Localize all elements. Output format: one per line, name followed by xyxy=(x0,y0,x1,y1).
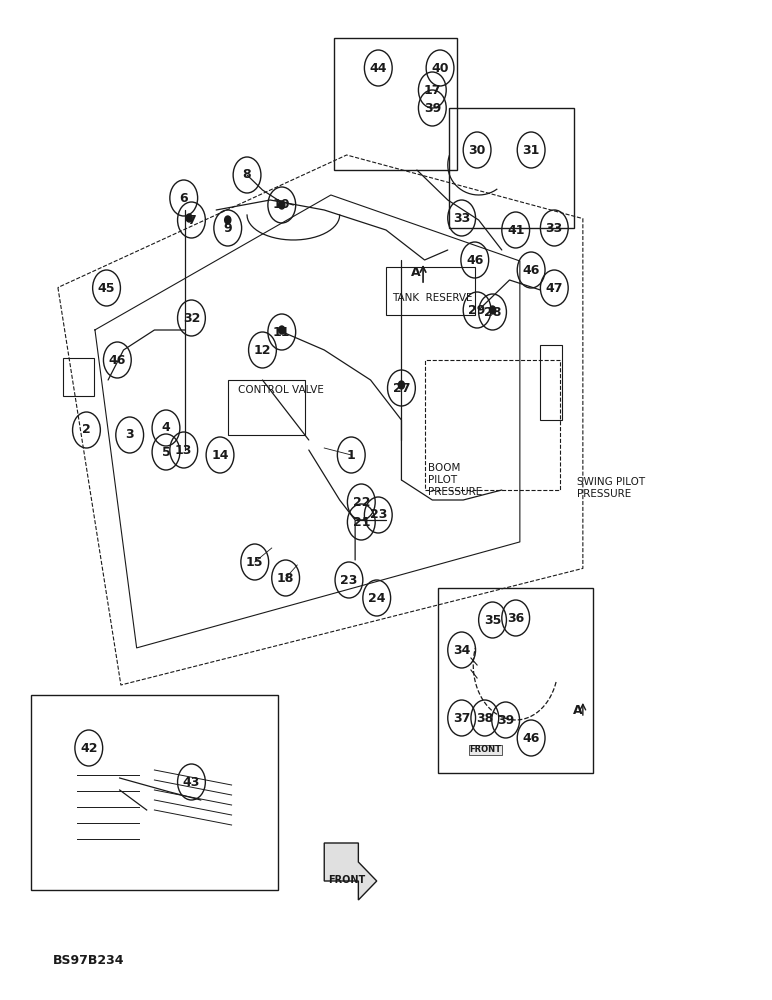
Text: 31: 31 xyxy=(523,143,540,156)
Text: BS97B234: BS97B234 xyxy=(52,954,124,966)
Text: 8: 8 xyxy=(242,168,252,182)
Circle shape xyxy=(279,326,285,334)
Text: 39: 39 xyxy=(424,102,441,114)
Text: 40: 40 xyxy=(432,62,449,75)
Text: 23: 23 xyxy=(340,573,357,586)
Circle shape xyxy=(186,214,192,222)
Polygon shape xyxy=(324,843,377,900)
Text: 5: 5 xyxy=(161,446,171,458)
Text: CONTROL VALVE: CONTROL VALVE xyxy=(238,385,323,395)
Text: 24: 24 xyxy=(368,591,385,604)
Text: 12: 12 xyxy=(254,344,271,357)
Circle shape xyxy=(489,306,496,314)
Text: 23: 23 xyxy=(370,508,387,522)
Text: 28: 28 xyxy=(484,306,501,318)
Text: 11: 11 xyxy=(273,326,290,339)
Text: 21: 21 xyxy=(353,516,370,528)
Text: 32: 32 xyxy=(183,312,200,325)
Text: 38: 38 xyxy=(476,712,493,724)
Text: 46: 46 xyxy=(523,732,540,744)
Text: BOOM
PILOT
PRESSURE: BOOM PILOT PRESSURE xyxy=(428,463,482,497)
Text: A: A xyxy=(573,704,582,716)
Text: 37: 37 xyxy=(453,712,470,724)
Text: 36: 36 xyxy=(507,611,524,624)
Text: 2: 2 xyxy=(82,423,91,436)
Text: 9: 9 xyxy=(223,222,232,234)
Text: 15: 15 xyxy=(246,556,263,568)
Text: A: A xyxy=(411,265,420,278)
Text: 7: 7 xyxy=(187,214,196,227)
Text: 39: 39 xyxy=(497,714,514,726)
Text: 6: 6 xyxy=(179,192,188,205)
Text: 10: 10 xyxy=(273,198,290,212)
Text: 35: 35 xyxy=(484,613,501,626)
Text: 45: 45 xyxy=(98,282,115,294)
Circle shape xyxy=(225,216,231,224)
Text: SWING PILOT
PRESSURE: SWING PILOT PRESSURE xyxy=(577,477,645,499)
Circle shape xyxy=(398,381,405,389)
Text: 29: 29 xyxy=(469,304,486,316)
Text: 44: 44 xyxy=(370,62,387,75)
Text: 41: 41 xyxy=(507,224,524,236)
Text: 46: 46 xyxy=(109,354,126,366)
Text: FRONT: FRONT xyxy=(327,875,365,885)
Text: 34: 34 xyxy=(453,644,470,656)
Text: 18: 18 xyxy=(277,571,294,584)
Text: 13: 13 xyxy=(175,444,192,456)
Text: 3: 3 xyxy=(125,428,134,442)
Text: 46: 46 xyxy=(466,253,483,266)
Text: 42: 42 xyxy=(80,742,97,754)
Text: 14: 14 xyxy=(212,449,229,462)
Text: 33: 33 xyxy=(546,222,563,234)
Text: 33: 33 xyxy=(453,212,470,225)
Text: 22: 22 xyxy=(353,495,370,508)
Text: 46: 46 xyxy=(523,263,540,276)
Text: TANK  RESERVE: TANK RESERVE xyxy=(392,293,472,303)
Circle shape xyxy=(279,201,285,209)
Text: 47: 47 xyxy=(546,282,563,294)
Text: 4: 4 xyxy=(161,421,171,434)
Text: 43: 43 xyxy=(183,776,200,788)
Text: 17: 17 xyxy=(424,84,441,97)
Text: FRONT: FRONT xyxy=(469,746,502,754)
Text: 27: 27 xyxy=(393,381,410,394)
Text: 1: 1 xyxy=(347,449,356,462)
Text: 30: 30 xyxy=(469,143,486,156)
